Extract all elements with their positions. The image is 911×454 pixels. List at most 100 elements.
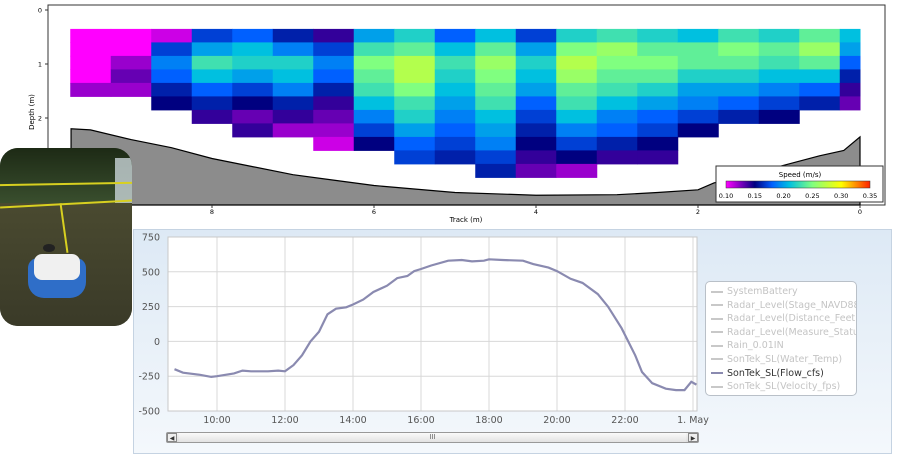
heatmap-cell xyxy=(718,42,760,57)
x-tick-label: 20:00 xyxy=(543,415,570,426)
heatmap-cell xyxy=(677,69,719,84)
legend-item[interactable]: Radar_Level(Measure_Status) xyxy=(711,326,856,340)
heatmap-cell xyxy=(515,42,557,57)
heatmap-cell xyxy=(353,109,395,124)
heatmap-cell xyxy=(475,69,517,84)
heatmap-cell xyxy=(353,28,395,43)
heatmap-cell xyxy=(232,109,274,124)
time-scrollbar[interactable]: ◀ III ▶ xyxy=(166,432,699,443)
heatmap-cell xyxy=(434,150,476,165)
heatmap-cell xyxy=(515,96,557,111)
heatmap-cell xyxy=(353,42,395,57)
scrollbar-thumb[interactable]: III xyxy=(179,433,686,442)
arrow-right-icon[interactable]: ▶ xyxy=(688,433,698,442)
velocity-heatmap-chart: 8 6 4 2 0 0 1 2 Depth (m) Track (m) Speed (m/s)… xyxy=(28,4,886,224)
heatmap-cell xyxy=(151,42,193,57)
heatmap-cell xyxy=(151,82,193,97)
heatmap-cell xyxy=(799,96,841,111)
legend-item[interactable]: SonTek_SL(Flow_cfs) xyxy=(711,367,856,381)
heatmap-cell xyxy=(596,82,638,97)
legend-item[interactable]: Radar_Level(Stage_NAVD88) xyxy=(711,299,856,313)
heatmap-cell xyxy=(758,109,800,124)
heatmap-cell xyxy=(556,28,598,43)
legend-label: SonTek_SL(Flow_cfs) xyxy=(727,367,824,379)
heatmap-cell xyxy=(272,109,314,124)
heatmap-cell xyxy=(232,82,274,97)
y-axis-label: Depth (m) xyxy=(28,94,36,130)
y-tick-label: 500 xyxy=(142,267,160,278)
heatmap-cell xyxy=(191,109,233,124)
heatmap-cell xyxy=(475,82,517,97)
heatmap-cell xyxy=(313,136,355,151)
legend-swatch xyxy=(711,317,723,320)
heatmap-cell xyxy=(718,96,760,111)
colorbar-legend: Speed (m/s) 0.10 0.15 0.20 0.25 0.30 0.35 xyxy=(715,165,884,203)
heatmap-cell xyxy=(394,28,436,43)
heatmap-cell xyxy=(232,55,274,70)
heatmap-cell xyxy=(313,69,355,84)
heatmap-cell xyxy=(394,150,436,165)
legend-swatch xyxy=(711,304,723,307)
heatmap-cell xyxy=(758,42,800,57)
colorbar xyxy=(725,180,871,189)
legend-swatch xyxy=(711,344,723,347)
heatmap-cell xyxy=(151,96,193,111)
heatmap-cell xyxy=(475,109,517,124)
heatmap-cell xyxy=(799,82,841,97)
heatmap-cell xyxy=(758,69,800,84)
heatmap-cell xyxy=(556,136,598,151)
heatmap-cell xyxy=(637,42,679,57)
heatmap-cell xyxy=(434,109,476,124)
x-tick-label: 2 xyxy=(696,208,700,216)
y-tick-label: 0 xyxy=(154,337,160,348)
legend-item[interactable]: SonTek_SL(Water_Temp) xyxy=(711,353,856,367)
heatmap-cell xyxy=(556,42,598,57)
heatmap-cell xyxy=(232,69,274,84)
heatmap-cell xyxy=(110,82,152,97)
heatmap-cell xyxy=(191,69,233,84)
series-line-flow-cfs[interactable] xyxy=(174,258,697,392)
heatmap-cell xyxy=(151,69,193,84)
arrow-left-icon[interactable]: ◀ xyxy=(167,433,177,442)
heatmap-cell xyxy=(758,82,800,97)
legend-label: SystemBattery xyxy=(727,286,798,297)
heatmap-cell xyxy=(232,42,274,57)
legend-label: SonTek_SL(Water_Temp) xyxy=(727,353,843,365)
heatmap-cell xyxy=(556,150,598,165)
y-tick-label: 0 xyxy=(38,7,42,15)
heatmap-cell xyxy=(637,69,679,84)
legend-label: Radar_Level(Measure_Status) xyxy=(727,326,856,338)
heatmap-cell xyxy=(434,82,476,97)
heatmap-cell xyxy=(718,69,760,84)
heatmap-cell xyxy=(475,123,517,138)
heatmap-cell xyxy=(556,109,598,124)
heatmap-cell xyxy=(191,82,233,97)
x-tick-label: 18:00 xyxy=(475,415,502,426)
river-bed-profile xyxy=(70,128,861,206)
heatmap-cell xyxy=(151,28,193,43)
x-tick-label: 6 xyxy=(372,208,376,216)
legend-label: Radar_Level(Distance_Feet) xyxy=(727,313,856,325)
heatmap-cell xyxy=(313,109,355,124)
heatmap-cell xyxy=(515,109,557,124)
x-tick-label: 8 xyxy=(210,208,214,216)
heatmap-cell xyxy=(637,55,679,70)
legend-label: Rain_0.01IN xyxy=(727,340,784,352)
legend-item[interactable]: SystemBattery xyxy=(711,285,856,299)
heatmap-cell xyxy=(191,28,233,43)
heatmap-cell xyxy=(475,150,517,165)
colorbar-tick-label: 0.25 xyxy=(805,192,819,200)
legend-swatch xyxy=(711,331,723,334)
heatmap-cell xyxy=(515,163,557,178)
legend-item[interactable]: Radar_Level(Distance_Feet) xyxy=(711,312,856,326)
x-tick-label: 12:00 xyxy=(271,415,298,426)
heatmap-cell xyxy=(191,96,233,111)
legend-label: SonTek_SL(Velocity_fps) xyxy=(727,381,841,393)
heatmap-cell xyxy=(596,69,638,84)
x-tick-label: 0 xyxy=(858,208,862,216)
colorbar-tick-label: 0.20 xyxy=(776,192,790,200)
heatmap-cell xyxy=(515,55,557,70)
legend-item[interactable]: Rain_0.01IN xyxy=(711,339,856,353)
heatmap-cell xyxy=(596,28,638,43)
legend-item[interactable]: SonTek_SL(Velocity_fps) xyxy=(711,380,856,394)
